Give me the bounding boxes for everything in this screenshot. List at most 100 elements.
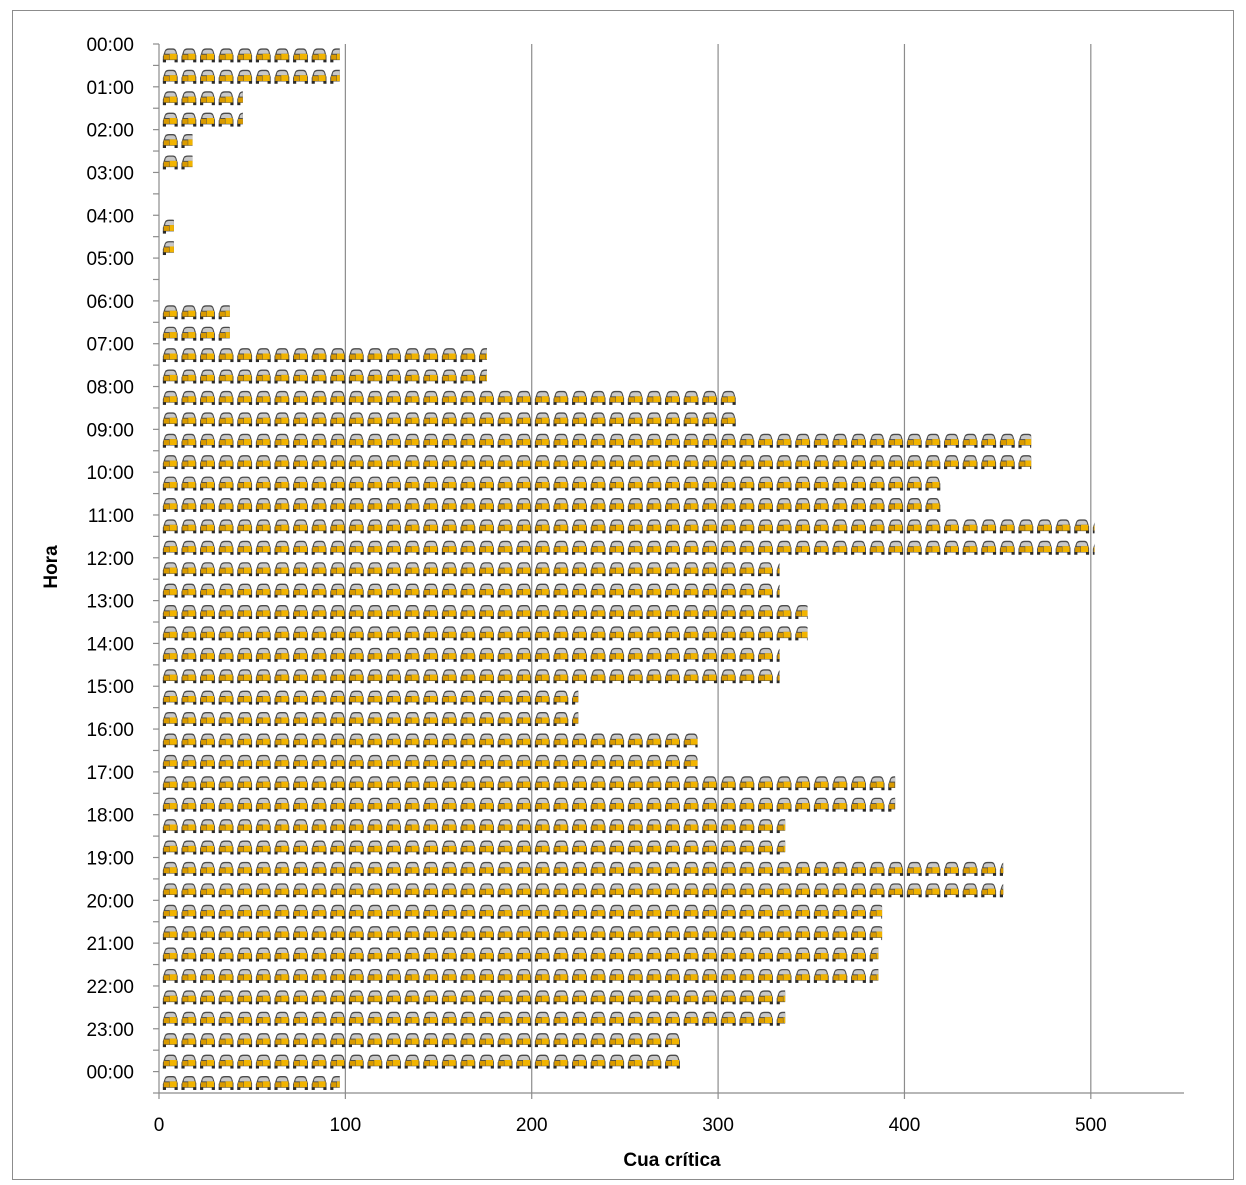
car-icon	[813, 433, 829, 448]
car-icon	[162, 968, 178, 983]
car-icon	[739, 797, 755, 812]
car-icon	[851, 497, 866, 512]
car-icon	[646, 819, 662, 834]
car-icon	[348, 776, 364, 791]
car-icon	[274, 819, 290, 834]
car-icon	[627, 626, 643, 641]
car-icon	[720, 390, 736, 405]
car-icon	[944, 540, 959, 555]
car-icon	[200, 990, 215, 1005]
car-icon	[218, 540, 234, 555]
car-icon	[386, 562, 401, 577]
car-icon	[683, 519, 699, 534]
car-icon	[609, 647, 625, 662]
car-icon	[423, 968, 439, 983]
car-icon	[479, 562, 494, 577]
car-icon	[609, 968, 625, 983]
car-icon	[702, 497, 718, 512]
car-icon	[758, 583, 773, 598]
car-icon	[590, 497, 606, 512]
car-icon	[181, 626, 197, 641]
car-icon	[479, 1011, 494, 1026]
car-icon	[348, 733, 364, 748]
car-icon	[460, 797, 476, 812]
car-icon	[776, 605, 792, 619]
car-icon	[925, 540, 941, 555]
bar	[162, 733, 698, 748]
car-icon	[944, 861, 959, 876]
car-icon	[758, 947, 773, 962]
car-icon	[609, 861, 625, 876]
car-icon	[553, 583, 569, 598]
car-icon	[460, 990, 476, 1005]
car-icon	[348, 390, 364, 405]
car-icon	[255, 712, 271, 727]
car-icon	[776, 669, 780, 684]
car-icon	[423, 390, 439, 405]
car-icon	[646, 797, 662, 812]
car-icon	[181, 91, 197, 106]
car-icon	[274, 626, 290, 641]
car-icon	[274, 455, 290, 470]
car-icon	[311, 926, 327, 941]
car-icon	[423, 455, 439, 470]
car-icon	[534, 562, 550, 577]
car-icon	[237, 583, 253, 598]
car-icon	[869, 519, 885, 534]
car-icon	[218, 819, 234, 834]
bar	[162, 112, 243, 127]
car-icon	[869, 476, 885, 491]
car-icon	[553, 412, 569, 427]
car-icon	[311, 776, 327, 791]
car-icon	[683, 840, 699, 855]
car-icon	[311, 390, 327, 405]
car-icon	[293, 1075, 308, 1090]
car-icon	[665, 562, 680, 577]
car-icon	[758, 540, 773, 555]
y-tick-label: 08:00	[86, 378, 134, 399]
car-icon	[479, 712, 494, 727]
car-icon	[274, 348, 290, 363]
car-icon	[330, 562, 346, 577]
car-icon	[516, 497, 532, 512]
car-icon	[441, 519, 457, 534]
car-icon	[293, 819, 308, 834]
car-icon	[181, 690, 197, 705]
bar	[162, 219, 174, 234]
car-icon	[330, 369, 346, 384]
car-icon	[497, 412, 513, 427]
car-icon	[609, 540, 625, 555]
bar	[162, 48, 340, 63]
car-icon	[739, 583, 755, 598]
car-icon	[218, 476, 234, 491]
car-icon	[516, 754, 532, 769]
car-icon	[776, 455, 792, 470]
bar	[162, 390, 736, 405]
car-icon	[255, 412, 271, 427]
car-icon	[311, 1054, 327, 1069]
car-icon	[925, 497, 941, 512]
car-icon	[348, 605, 364, 619]
y-tick-label: 00:00	[86, 35, 134, 56]
car-icon	[684, 1055, 699, 1069]
car-icon	[274, 476, 290, 491]
car-icon	[218, 647, 234, 662]
car-icon	[516, 390, 532, 405]
car-icon	[274, 754, 290, 769]
car-icon	[181, 497, 197, 512]
car-icon	[460, 540, 476, 555]
car-icon	[218, 433, 234, 448]
car-icon	[646, 519, 662, 534]
car-icon	[218, 861, 234, 876]
car-icon	[497, 390, 513, 405]
car-icon	[720, 861, 736, 876]
car-icon	[255, 369, 271, 384]
bar	[162, 690, 579, 705]
y-tick-labels: 00:00 01:00 02:00 03:00 04:00 05:00 06:00 07:00…	[86, 35, 134, 1084]
car-icon	[665, 583, 680, 598]
car-icon	[237, 861, 253, 876]
car-icon	[348, 497, 364, 512]
car-icon	[627, 926, 643, 941]
car-icon	[609, 626, 625, 641]
car-icon	[162, 626, 178, 641]
